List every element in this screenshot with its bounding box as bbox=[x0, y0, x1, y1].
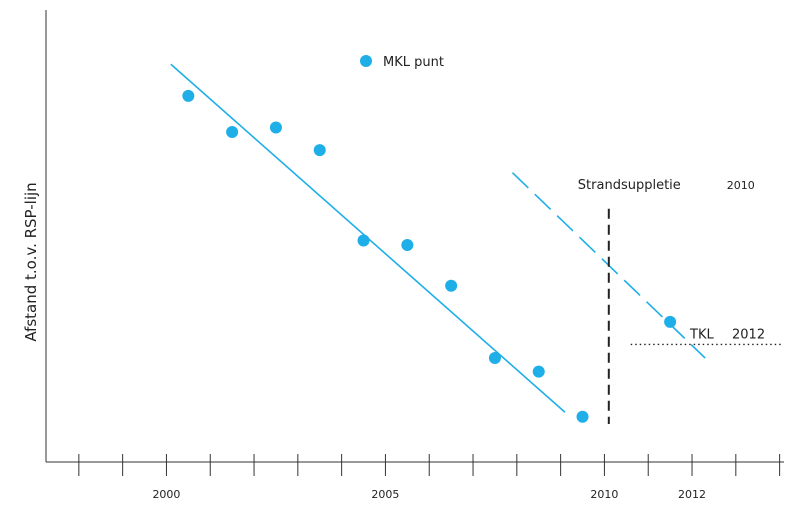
data-point bbox=[182, 89, 195, 102]
tkl-year: 2012 bbox=[732, 327, 765, 342]
legend-label: MKL punt bbox=[383, 55, 444, 70]
x-tick-label: 2000 bbox=[152, 488, 180, 501]
trend-lines bbox=[170, 63, 706, 413]
data-point bbox=[576, 410, 589, 423]
x-tick-label: 2010 bbox=[590, 488, 618, 501]
strandsuppletie-year: 2010 bbox=[727, 179, 755, 192]
tkl-label: TKL bbox=[689, 327, 714, 342]
data-point bbox=[445, 279, 458, 292]
data-point bbox=[401, 239, 414, 252]
data-point bbox=[269, 121, 282, 134]
legend-marker bbox=[360, 55, 372, 67]
data-point bbox=[664, 315, 677, 328]
data-points bbox=[182, 89, 677, 423]
data-point bbox=[313, 144, 326, 157]
x-tick-label: 2005 bbox=[371, 488, 399, 501]
data-point bbox=[226, 126, 239, 139]
x-tick-label: 2012 bbox=[678, 488, 706, 501]
data-point bbox=[532, 365, 545, 378]
legend: MKL punt bbox=[360, 55, 444, 70]
x-ticks bbox=[78, 454, 781, 476]
annotations: Strandsuppletie 2010 TKL 2012 bbox=[578, 178, 782, 424]
x-tick-labels: 2000 2005 2010 2012 bbox=[152, 488, 706, 501]
data-point bbox=[488, 352, 501, 365]
strandsuppletie-label: Strandsuppletie bbox=[578, 178, 681, 193]
y-axis-label: Afstand t.o.v. RSP-lijn bbox=[22, 182, 40, 341]
data-point bbox=[357, 234, 370, 247]
